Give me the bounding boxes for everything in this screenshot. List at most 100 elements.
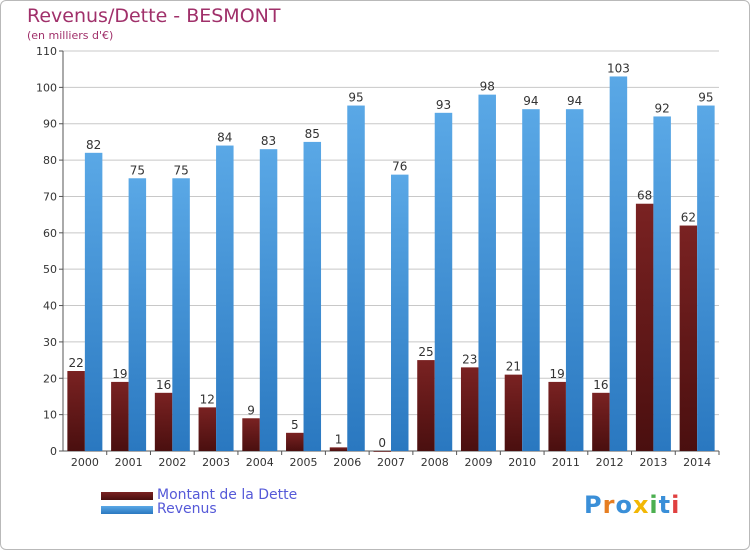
- y-tick-label: 80: [43, 154, 57, 167]
- data-label-revenus: 84: [217, 131, 232, 145]
- bar-revenus: [303, 141, 322, 451]
- data-label-dette: 62: [681, 211, 696, 225]
- chart-title: Revenus/Dette - BESMONT: [27, 5, 281, 27]
- data-label-revenus: 98: [480, 80, 495, 94]
- data-label-dette: 0: [378, 436, 386, 450]
- chart-subtitle: (en milliers d'€): [27, 29, 114, 42]
- data-label-dette: 19: [112, 367, 127, 381]
- logo-letter: r: [602, 491, 616, 519]
- legend-label-revenus: Revenus: [157, 501, 217, 517]
- bar-dette: [67, 371, 85, 451]
- logo-letter: i: [671, 491, 681, 519]
- bar-dette: [111, 381, 129, 451]
- bar-revenus: [522, 109, 540, 451]
- y-tick-label: 60: [43, 227, 57, 240]
- data-label-dette: 12: [200, 392, 215, 406]
- data-label-dette: 22: [68, 356, 83, 370]
- bar-dette: [286, 432, 304, 451]
- data-label-revenus: 103: [607, 61, 630, 75]
- bar-dette: [635, 203, 654, 451]
- data-label-revenus: 82: [86, 138, 101, 152]
- y-tick-label: 70: [43, 190, 57, 203]
- bar-dette: [198, 407, 217, 451]
- data-label-dette: 25: [418, 345, 433, 359]
- bar-dette: [242, 418, 260, 451]
- x-tick-label: 2009: [464, 456, 492, 469]
- y-tick-label: 20: [43, 372, 57, 385]
- bar-dette: [329, 447, 348, 451]
- bar-revenus: [478, 94, 496, 452]
- bar-dette: [504, 374, 523, 451]
- bar-revenus: [653, 116, 671, 452]
- data-label-dette: 9: [247, 403, 255, 417]
- bar-revenus: [128, 178, 147, 452]
- bar-dette: [548, 381, 566, 451]
- bar-revenus: [216, 145, 234, 451]
- y-tick-label: 0: [50, 445, 57, 458]
- data-label-revenus: 83: [261, 134, 276, 148]
- data-label-dette: 16: [593, 378, 608, 392]
- data-label-revenus: 76: [392, 160, 407, 174]
- data-label-dette: 5: [291, 418, 299, 432]
- x-tick-label: 2012: [596, 456, 624, 469]
- bar-dette: [460, 367, 479, 451]
- bar-revenus: [697, 105, 715, 451]
- bar-revenus: [172, 178, 190, 452]
- logo-letter: o: [615, 491, 633, 519]
- bar-dette: [679, 225, 698, 451]
- x-tick-label: 2005: [290, 456, 318, 469]
- data-label-dette: 68: [637, 189, 652, 203]
- bar-revenus: [391, 174, 409, 452]
- x-tick-label: 2008: [421, 456, 449, 469]
- data-label-revenus: 75: [130, 163, 145, 177]
- y-tick-label: 110: [36, 45, 57, 58]
- data-label-revenus: 95: [698, 91, 713, 105]
- logo-letter: x: [632, 491, 650, 519]
- data-label-dette: 19: [550, 367, 565, 381]
- proxiti-logo: Proxiti: [584, 491, 680, 519]
- bar-revenus: [84, 152, 103, 451]
- bar-revenus: [347, 105, 365, 451]
- x-tick-label: 2011: [552, 456, 580, 469]
- data-label-revenus: 92: [655, 101, 670, 115]
- data-label-revenus: 93: [436, 98, 451, 112]
- bar-dette: [592, 392, 610, 451]
- data-label-revenus: 85: [305, 127, 320, 141]
- bar-dette: [154, 392, 173, 451]
- data-label-dette: 21: [506, 360, 521, 374]
- x-tick-label: 2014: [683, 456, 711, 469]
- bar-revenus: [259, 149, 278, 451]
- data-label-dette: 23: [462, 352, 477, 366]
- logo-letter: P: [584, 491, 603, 519]
- bar-revenus: [565, 109, 584, 451]
- bar-dette: [417, 360, 435, 451]
- x-tick-label: 2006: [333, 456, 361, 469]
- legend-swatch-revenus: [101, 506, 153, 514]
- data-label-revenus: 94: [567, 94, 582, 108]
- data-label-revenus: 95: [348, 91, 363, 105]
- bar-revenus: [434, 112, 453, 452]
- x-tick-label: 2003: [202, 456, 230, 469]
- x-tick-label: 2004: [246, 456, 274, 469]
- x-tick-label: 2010: [508, 456, 536, 469]
- y-tick-label: 50: [43, 263, 57, 276]
- x-tick-label: 2000: [71, 456, 99, 469]
- logo-letter: t: [658, 491, 672, 519]
- data-label-dette: 16: [156, 378, 171, 392]
- y-tick-label: 30: [43, 336, 57, 349]
- x-tick-label: 2002: [158, 456, 186, 469]
- logo-letter: i: [649, 491, 659, 519]
- x-tick-label: 2001: [115, 456, 143, 469]
- y-tick-label: 90: [43, 118, 57, 131]
- x-tick-label: 2013: [639, 456, 667, 469]
- bar-revenus: [609, 76, 628, 452]
- data-label-revenus: 75: [173, 163, 188, 177]
- data-label-revenus: 94: [523, 94, 538, 108]
- legend-swatch-dette: [101, 492, 153, 500]
- bar-dette: [373, 451, 391, 452]
- legend-label-dette: Montant de la Dette: [157, 487, 298, 503]
- x-tick-label: 2007: [377, 456, 405, 469]
- y-tick-label: 10: [43, 409, 57, 422]
